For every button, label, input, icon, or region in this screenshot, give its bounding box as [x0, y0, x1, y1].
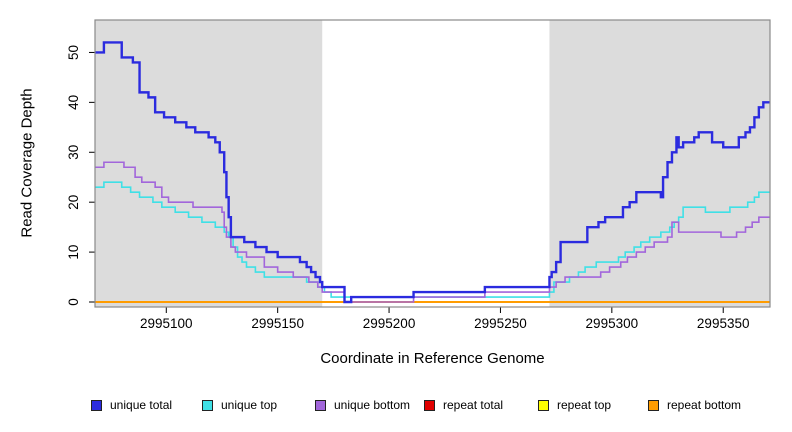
legend-label-repeat-total: repeat total	[443, 398, 504, 412]
x-tick-label: 2995300	[586, 316, 639, 331]
y-tick-label: 10	[66, 245, 81, 260]
legend-item-repeat-bottom: repeat bottom	[648, 397, 741, 413]
legend-swatch-repeat-total	[424, 399, 435, 411]
legend-item-unique-top: unique top	[202, 397, 277, 413]
y-tick-label: 0	[66, 298, 81, 306]
legend-item-unique-bottom: unique bottom	[315, 397, 410, 413]
legend-label-unique-top: unique top	[221, 398, 278, 412]
y-tick-label: 40	[66, 95, 81, 110]
x-tick-label: 2995250	[474, 316, 527, 331]
x-tick-label: 2995150	[251, 316, 304, 331]
y-axis-title: Read Coverage Depth	[18, 88, 36, 238]
legend-label-unique-bottom: unique bottom	[334, 398, 411, 412]
legend-item-repeat-top: repeat top	[538, 397, 611, 413]
plot-box	[94, 19, 771, 308]
legend-label-repeat-top: repeat top	[557, 398, 612, 412]
legend-label-repeat-bottom: repeat bottom	[667, 398, 742, 412]
legend-swatch-repeat-bottom	[648, 399, 659, 411]
left-repeat-region	[95, 20, 323, 307]
legend-swatch-unique-top	[202, 399, 213, 411]
right-repeat-region	[549, 20, 770, 307]
x-tick-label: 2995350	[697, 316, 750, 331]
legend-item-repeat-total: repeat total	[424, 397, 503, 413]
legend-swatch-unique-total	[91, 399, 102, 411]
x-axis-title: Coordinate in Reference Genome	[320, 350, 545, 367]
x-tick-label: 2995100	[140, 316, 193, 331]
legend-item-unique-total: unique total	[91, 397, 172, 413]
series-line-unique-total	[95, 41, 770, 304]
legend-label-unique-total: unique total	[110, 398, 173, 412]
x-tick-label: 2995200	[363, 316, 416, 331]
legend: unique total unique top unique bottom repea…	[0, 397, 792, 417]
y-tick-label: 30	[66, 145, 81, 160]
y-tick-label: 50	[66, 45, 81, 60]
legend-swatch-unique-bottom	[315, 399, 326, 411]
y-tick-label: 20	[66, 195, 81, 210]
legend-swatch-repeat-top	[538, 399, 549, 411]
